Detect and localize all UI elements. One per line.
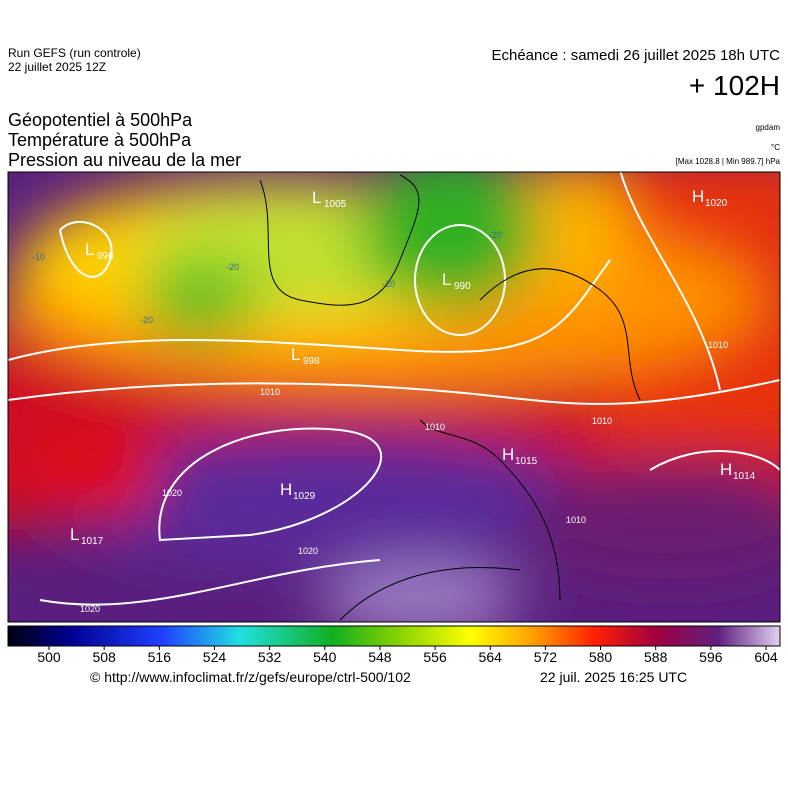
isobar-label: 1020 bbox=[298, 546, 318, 556]
temperature-label: -20 bbox=[382, 279, 395, 289]
center-type: L bbox=[312, 188, 321, 207]
center-type: H bbox=[502, 445, 514, 464]
map bbox=[8, 172, 780, 622]
center-value: 998 bbox=[303, 356, 320, 367]
valid-time: Echéance : samedi 26 juillet 2025 18h UT… bbox=[491, 47, 780, 64]
temperature-label: -20 bbox=[226, 262, 239, 272]
center-value: 1014 bbox=[733, 471, 756, 482]
isobar-label: 1010 bbox=[592, 416, 612, 426]
center-type: H bbox=[720, 460, 732, 479]
pressure-stats: [Max 1028.8 | Min 989.7] hPa bbox=[676, 157, 781, 166]
title-line: Pression au niveau de la mer bbox=[8, 150, 241, 170]
map-frame bbox=[7, 171, 781, 623]
tick-label: 604 bbox=[754, 649, 778, 665]
title-line: Température à 500hPa bbox=[8, 130, 192, 150]
isobar-labels: 1010 1010 1020 1020 1020 1010 1010 1010 bbox=[80, 340, 728, 614]
tick-label: 516 bbox=[148, 649, 172, 665]
center-value: 1015 bbox=[515, 456, 538, 467]
isobar-label: 1010 bbox=[708, 340, 728, 350]
isobar-label: 1010 bbox=[566, 515, 586, 525]
color-bar bbox=[7, 625, 781, 647]
tick-label: 532 bbox=[258, 649, 282, 665]
unit-label: °C bbox=[771, 143, 780, 152]
tick-label: 524 bbox=[203, 649, 227, 665]
tick-label: 588 bbox=[644, 649, 668, 665]
center-type: L bbox=[85, 240, 94, 259]
center-type: L bbox=[442, 270, 451, 289]
temperature-label: -10 bbox=[32, 252, 45, 262]
center-value: 1017 bbox=[81, 536, 104, 547]
tick-label: 596 bbox=[699, 649, 723, 665]
run-date: 22 juillet 2025 12Z bbox=[8, 60, 106, 74]
center-value: 996 bbox=[97, 251, 114, 262]
temperature-label: -20 bbox=[489, 230, 502, 240]
title-line: Géopotentiel à 500hPa bbox=[8, 110, 193, 130]
tick-label: 572 bbox=[534, 649, 558, 665]
source-url: © http://www.infoclimat.fr/z/gefs/europe… bbox=[90, 669, 411, 685]
generated-time: 22 juil. 2025 16:25 UTC bbox=[540, 669, 687, 685]
tick-label: 564 bbox=[479, 649, 503, 665]
isobar-label: 1010 bbox=[425, 422, 445, 432]
center-type: H bbox=[280, 480, 292, 499]
tick-label: 548 bbox=[368, 649, 392, 665]
tick-label: 540 bbox=[313, 649, 337, 665]
isobar-label: 1020 bbox=[80, 604, 100, 614]
center-value: 990 bbox=[454, 281, 471, 292]
center-value: 1020 bbox=[705, 198, 728, 209]
run-label: Run GEFS (run controle) bbox=[8, 46, 141, 60]
tick-label: 556 bbox=[423, 649, 447, 665]
temperature-label: -20 bbox=[140, 315, 153, 325]
unit-label: gpdam bbox=[756, 123, 781, 132]
lead-time: + 102H bbox=[689, 70, 780, 101]
center-value: 1029 bbox=[293, 491, 316, 502]
isobar-label: 1020 bbox=[162, 488, 182, 498]
tick-label: 500 bbox=[37, 649, 61, 665]
color-bar-ticks: 500 508 516 524 532 540 548 556 564 572 580 588 596 6… bbox=[37, 646, 778, 665]
center-type: H bbox=[692, 187, 704, 206]
temperature-labels: -20 -20 -20 -20 -10 bbox=[32, 230, 502, 325]
tick-label: 508 bbox=[92, 649, 116, 665]
center-type: L bbox=[70, 525, 79, 544]
center-value: 1005 bbox=[324, 199, 347, 210]
tick-label: 580 bbox=[589, 649, 613, 665]
isobar-label: 1010 bbox=[260, 387, 280, 397]
center-type: L bbox=[291, 345, 300, 364]
pressure-centers: L 996 L 1005 L 990 L 998 H 1020 H 1029 L… bbox=[70, 187, 756, 547]
